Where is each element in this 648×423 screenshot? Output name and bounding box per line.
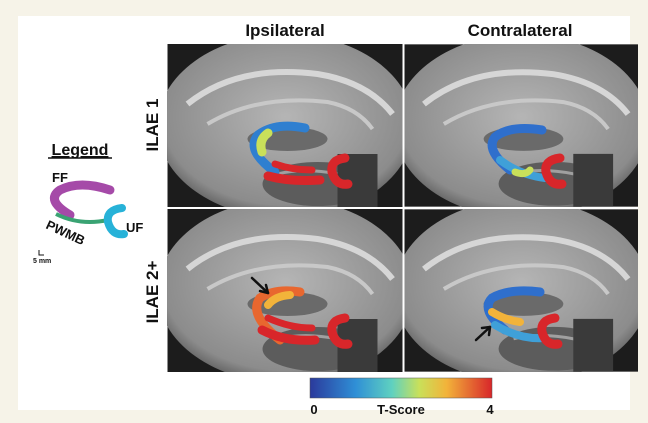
legend-label: UF (126, 220, 143, 235)
colorbar-max: 4 (486, 402, 494, 417)
legend-uf (103, 204, 128, 239)
legend-title: Legend (52, 142, 109, 159)
colorbar (309, 377, 493, 399)
legend-label: FF (52, 170, 68, 185)
row-label: ILAE 1 (143, 99, 162, 152)
scale-bar (38, 250, 44, 256)
colorbar-min: 0 (310, 402, 317, 417)
tracts (250, 276, 353, 349)
legend-pwmb (55, 212, 109, 224)
colorbar-label: T-Score (377, 402, 425, 417)
tracts (249, 121, 353, 189)
tracts (487, 124, 567, 189)
row-label: ILAE 2+ (143, 261, 162, 324)
scale-label: 5 mm (33, 258, 51, 265)
column-header: Contralateral (468, 21, 573, 40)
tracts (474, 286, 563, 349)
column-header: Ipsilateral (245, 21, 324, 40)
legend-ff (49, 180, 115, 220)
